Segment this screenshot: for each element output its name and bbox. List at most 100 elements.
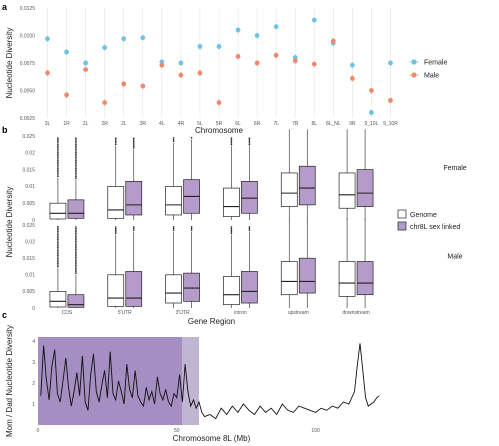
data-point-male [178,72,184,78]
data-point-male [64,92,69,98]
x-tick-label: 4R [178,121,185,127]
outlier-point [132,142,135,144]
data-point-female [159,59,165,65]
data-point-female [292,55,298,60]
outlier-point [57,164,59,167]
outlier-point [248,229,251,231]
y-tick-label: 4 [32,339,35,345]
y-tick-label: 0.025 [22,134,35,140]
outlier-point [230,143,233,146]
outlier-point [75,246,77,249]
outlier-point [57,167,59,170]
outlier-point [172,229,175,231]
outlier-point [57,248,59,250]
x-tick-label: 8L [311,121,317,127]
outlier-point [75,264,77,267]
outlier-point [57,225,59,228]
box [125,271,143,307]
outlier-point [57,148,59,151]
x-tick-label: 3L [45,121,51,127]
outlier-point [57,264,59,266]
outlier-point [75,235,77,238]
outlier-point [57,254,59,257]
data-point-female [140,35,146,41]
x-tick-label: 50 [174,428,180,434]
data-point-female [254,33,260,38]
outlier-point [132,140,135,143]
shaded-region [38,337,183,425]
data-point-male [197,70,203,76]
y-tick-label: 0.01 [25,184,35,190]
outlier-point [75,256,77,259]
legend-label: Male [424,73,439,80]
outlier-point [75,143,77,146]
outlier-point [75,230,77,233]
y-tick-label: 0.02 [25,151,35,157]
outlier-point [114,227,117,230]
x-tick-label: 9_10L [364,121,378,127]
data-point-female [388,60,393,66]
y-tick-label: 0.0125 [20,6,36,12]
box [223,187,240,217]
outlier-point [172,227,175,230]
outlier-point [57,138,59,141]
box [67,199,85,219]
outlier-point [75,266,77,268]
outlier-point [114,137,117,139]
data-point-male [330,38,336,44]
data-point-female [45,36,50,42]
outlier-point [132,143,135,146]
outlier-point [75,227,77,230]
outlier-point [114,229,117,232]
y-tick-label: 1 [32,402,35,408]
outlier-point [75,245,77,247]
outlier-point [114,143,117,146]
box [125,181,143,216]
outlier-point [132,139,135,141]
outlier-point [57,265,59,268]
x-tick-label: 7R [292,121,299,127]
box [338,261,356,297]
shaded-region [182,337,200,425]
outlier-point [172,137,175,139]
data-point-female [311,17,317,23]
outlier-point [75,226,77,228]
legend-swatch [397,221,407,231]
data-point-male [140,83,146,89]
outlier-point [248,227,251,230]
y-tick-label: 0.015 [22,256,35,262]
outlier-point [75,174,77,176]
facet-area [38,136,385,220]
x-axis-label-b: Gene Region [188,317,235,326]
data-point-male [349,76,355,81]
x-axis-label-a: Chromosome [195,126,244,135]
outlier-point [57,151,59,154]
outlier-point [57,229,59,231]
outlier-point [75,243,77,246]
outlier-point [132,226,135,228]
x-tick-label: 4L [159,121,165,127]
y-tick-label: 0.0100 [20,33,36,39]
outlier-point [248,138,251,141]
outlier-point [172,138,175,141]
box [280,172,298,207]
outlier-point [57,137,59,139]
outlier-point [75,258,77,260]
outlier-point [57,245,59,247]
y-tick-label: 0.015 [22,167,35,173]
outlier-point [57,145,59,147]
outlier-point [132,227,135,230]
outlier-point [57,262,59,265]
box [67,294,85,308]
outlier-point [190,227,193,230]
outlier-point [172,140,175,143]
panel-letter-b: b [2,125,8,135]
outlier-point [57,142,59,144]
outlier-point [132,145,135,148]
outlier-point [75,232,77,235]
outlier-point [75,240,77,243]
outlier-point [75,154,77,157]
outlier-point [57,172,59,175]
outlier-point [75,146,77,149]
